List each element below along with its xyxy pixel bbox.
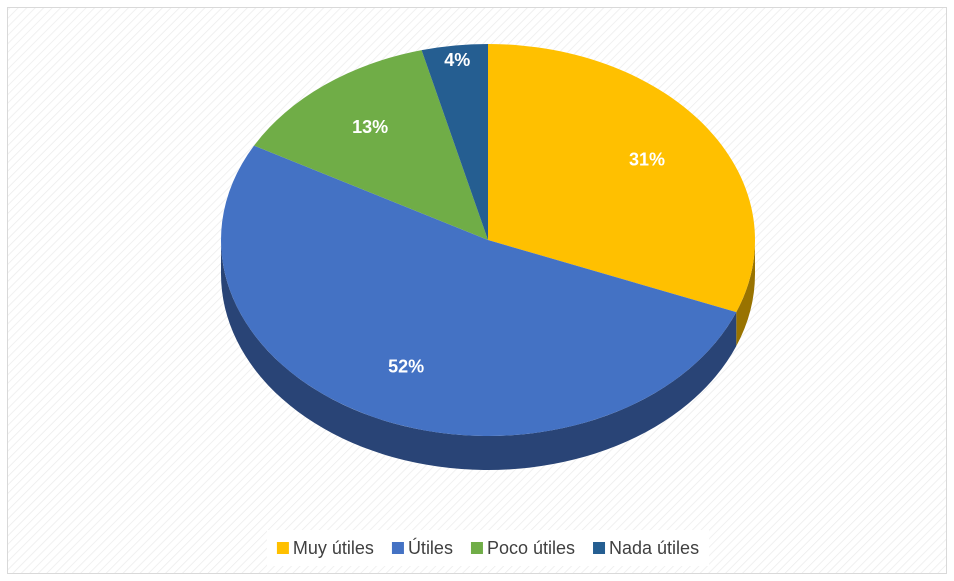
slice-side xyxy=(221,240,737,470)
legend-swatch xyxy=(276,542,289,554)
legend-swatch xyxy=(593,542,606,554)
slice xyxy=(488,44,755,313)
data-label: 13% xyxy=(352,117,388,137)
legend-swatch xyxy=(391,542,404,554)
data-label: 4% xyxy=(444,50,470,70)
data-label: 52% xyxy=(388,356,424,376)
legend-label: Muy útiles xyxy=(293,538,374,558)
legend-label: Nada útiles xyxy=(609,538,699,558)
slice xyxy=(254,50,488,240)
data-label: 31% xyxy=(629,149,665,169)
slice-side xyxy=(736,240,755,347)
slice xyxy=(221,145,737,436)
legend-label: Útiles xyxy=(408,537,453,558)
slice xyxy=(421,44,488,240)
legend-swatch xyxy=(470,542,483,554)
legend-label: Poco útiles xyxy=(487,538,575,558)
legend-box xyxy=(266,530,710,566)
